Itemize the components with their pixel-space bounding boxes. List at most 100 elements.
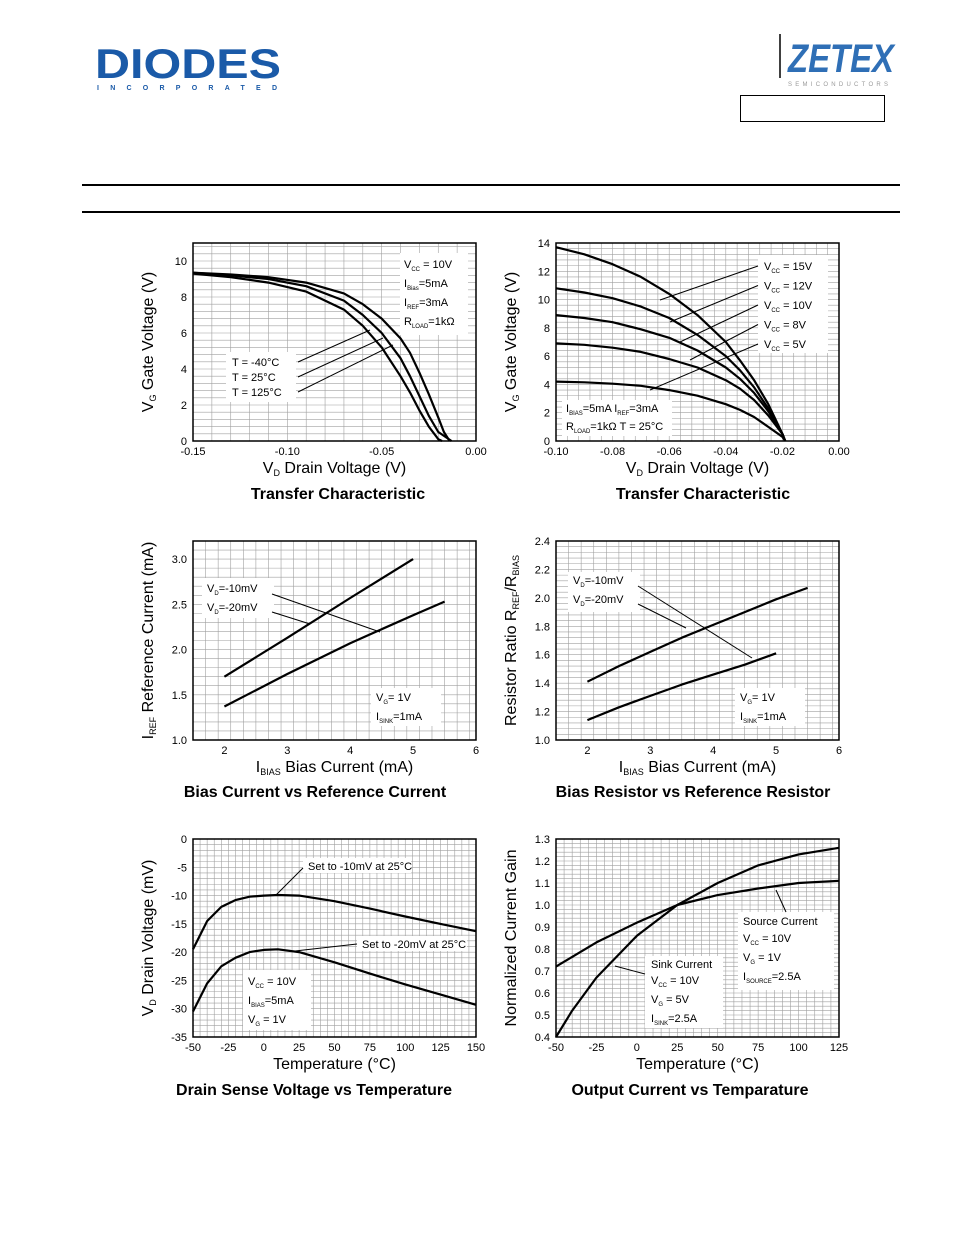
c4-ylabel-main: Resistor Ratio R [503,610,520,726]
c5-cond-0: VCC = 10V [248,976,297,990]
c4-series-0 [586,586,808,683]
zetex-logo-sub: SEMICONDUCTORS [788,82,888,88]
c1-xtick: -0.05 [369,446,394,458]
c5-xtick: -25 [220,1042,236,1054]
c5-cond-1: IBIAS=5mA [248,995,294,1009]
c3-frame [192,540,477,741]
c1-frame [192,242,477,442]
c3-xlabel-sub: BIAS [260,767,281,777]
c1-ytick: 6 [181,328,187,340]
c2-cond-1-sub: LOAD [574,429,591,435]
c6-xtick: 75 [752,1042,764,1054]
c1-xlabel: VD Drain Voltage (V) [263,460,406,478]
c2-cond-box [562,400,672,436]
c6-source-cond-1-sub: G [750,960,755,966]
c2-cond-0-rest2: =3mA [629,403,659,415]
c6-xtick: 25 [671,1042,683,1054]
c1-xlabel-rest: Drain Voltage (V) [280,460,406,477]
c5-cond-1-sub: BIAS [251,1003,265,1009]
c2-vcc-box [758,255,828,353]
c5-cond-0-sub: CC [255,984,264,990]
c4-cond-0-rest: = 1V [752,692,776,704]
c2-vcc-3-rest: = 8V [780,320,807,332]
c5-series-label-0: Set to -10mV at 25°C [308,861,412,873]
c6-xtick: 0 [634,1042,640,1054]
c2-vcc-2: VCC = 10V [764,300,813,314]
c3-series-1: VD=-20mV [207,602,258,616]
c4-xlabel-main: I [619,759,623,776]
c1-title: Transfer Characteristic [251,486,425,503]
c5-cond-1-rest: =5mA [265,995,295,1007]
c2-ytick: 10 [538,295,550,307]
diodes-logo-text: DIODES [95,44,281,87]
header-rule-bottom [82,211,900,213]
c5-xlabel-main: Temperature (°C) [273,1056,396,1073]
c4-frame [555,540,840,741]
c6-series-1 [555,846,840,1038]
c4-ytick: 1.0 [535,735,550,747]
c1-xtick: -0.10 [275,446,300,458]
c6-sink-cond-1-rest: = 5V [663,994,690,1006]
c3-cond-box [371,688,441,726]
c2-series-2 [555,314,787,442]
c5-title: Drain Sense Voltage vs Temperature [176,1082,452,1099]
c3-xtick: 4 [347,745,353,757]
c6-sink-cond-2: ISINK=2.5A [651,1013,698,1027]
c4-xtick: 6 [836,745,842,757]
c1-cond-0-rest: = 10V [420,259,453,271]
c1-leader-1 [297,337,384,378]
c3-series-1-sub: D [214,610,219,616]
c1-xtick: -0.15 [180,446,205,458]
c5-cond-box [243,970,311,1030]
c4-cond-1-rest: =1mA [757,711,787,723]
c5-xtick: 75 [364,1042,376,1054]
c1-cond-1-sub: Bias [407,286,419,292]
c5-xtick: -50 [185,1042,201,1054]
c3-cond-1: ISINK=1mA [376,711,423,725]
c6-title: Output Current vs Temparature [571,1082,808,1099]
c4-series-1: VD=-20mV [573,594,624,608]
c1-ytick: 4 [181,364,187,376]
c1-cond-2-sub: REF [407,305,419,311]
c1-cond-3-sub: LOAD [412,324,429,330]
c2-vcc-0-main: V [764,261,772,273]
c2-ylabel-main: V [503,401,520,412]
c3-series-0 [223,558,414,678]
c2-series-4 [555,380,787,442]
c6-leader-sink [614,965,646,975]
c2-ytick: 0 [544,436,550,448]
c6-source-cond-0-sub: CC [750,941,759,947]
c2-series-0 [555,246,787,442]
c6-sink-cond-0-rest: = 10V [667,975,700,987]
c3-cond-0-sub: G [383,700,388,706]
c2-ytick: 14 [538,238,550,250]
c2-ytick: 4 [544,379,550,391]
c4-series-1-sub: D [580,602,585,608]
c2-ytick: 6 [544,351,550,363]
c1-xlabel-main: V [263,460,274,477]
c3-cond-0-rest: = 1V [388,692,412,704]
c5-ytick: -20 [171,947,187,959]
c5-s1-box [357,936,467,951]
c1-temp-box [226,352,296,402]
c6-source-label: Source Current [743,916,818,928]
c4-ytick: 1.8 [535,621,550,633]
c2-vcc-0-sub: CC [771,269,780,275]
c3-series-box [202,578,274,618]
c2-cond-1-rest: =1kΩ T = 25°C [590,421,663,433]
c2-vcc-3-sub: CC [771,328,780,334]
c2-vcc-2-main: V [764,300,772,312]
c2-vcc-2-rest: = 10V [780,300,813,312]
header-rule-top [82,184,900,186]
c4-ytick: 1.2 [535,707,550,719]
c5-xlabel: Temperature (°C) [273,1056,396,1073]
c6-ytick: 1.1 [535,878,550,890]
c4-ylabel-sub: REF [511,591,521,610]
c6-source-cond-2-sub: SOURCE [746,979,772,985]
c3-ylabel-rest: Reference Current (mA) [140,542,157,717]
c2-cond-1-main: R [566,421,574,433]
c4-title: Bias Resistor vs Reference Resistor [556,784,831,801]
c2-series-1 [555,287,787,442]
c6-source-cond-0-rest: = 10V [759,933,792,945]
c6-ytick: 1.0 [535,900,550,912]
